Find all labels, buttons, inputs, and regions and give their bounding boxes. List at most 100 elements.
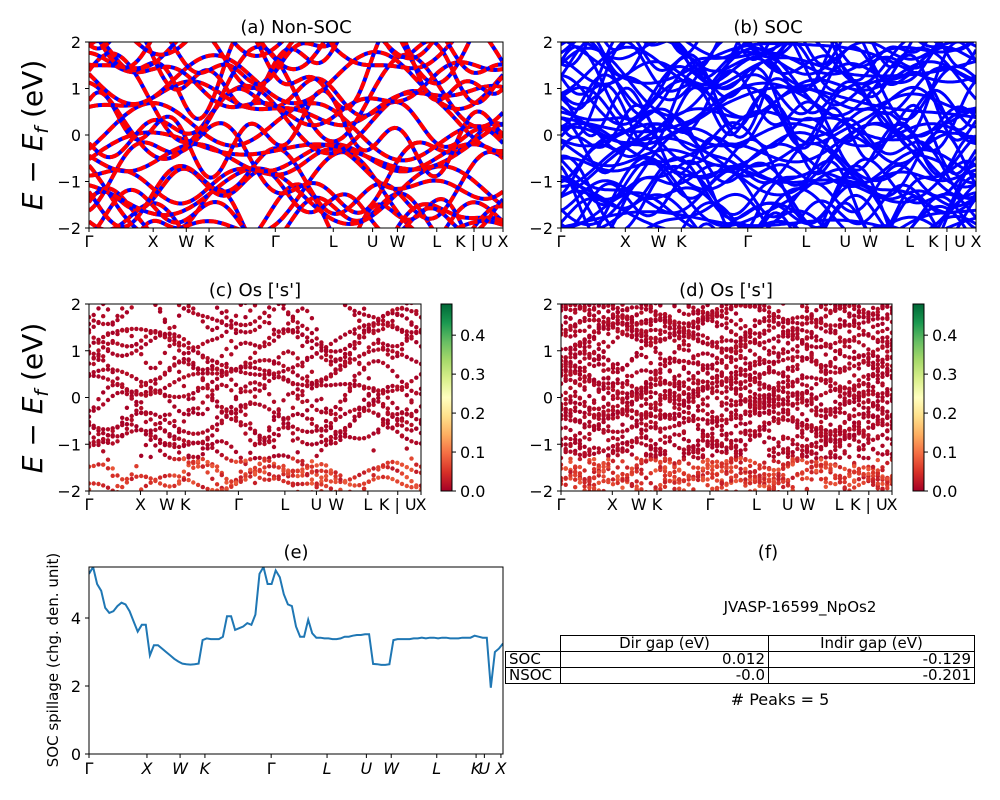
scatter-d-point [880,432,885,438]
scatter-c-point [205,359,210,365]
scatter-c-point [371,477,376,482]
scatter-d-point [814,456,819,461]
scatter-d-point [648,390,653,395]
scatter-d-point [866,425,871,430]
panel-e-xtick-label: W [383,759,400,778]
scatter-d-point [861,443,866,448]
scatter-d-point [643,413,649,418]
scatter-c-point [328,383,334,388]
scatter-d-point [856,378,862,383]
scatter-c-point [390,368,395,374]
panel-b-xtick-label: Γ [743,232,752,251]
scatter-d-point [596,426,601,432]
scatter-d-point [880,395,885,400]
scatter-d-point [653,318,658,324]
panel-a-xtick-label: W [178,232,194,251]
scatter-d-point [795,344,800,349]
scatter-c-point [300,473,305,478]
scatter-c-point [319,379,324,384]
scatter-d-point [658,299,662,303]
scatter-d-point [852,399,857,405]
scatter-d-point [889,337,892,343]
panel-b-ytick-label: 1 [543,80,553,99]
scatter-c-point [153,365,158,371]
scatter-d-point [743,356,748,361]
scatter-c-point [186,357,191,363]
scatter-d-point [804,308,810,314]
scatter-d-point [635,298,639,302]
scatter-c-point [148,433,153,439]
scatter-d-point [667,457,672,462]
scatter-d-point [705,458,710,464]
scatter-d-point [662,395,668,400]
scatter-d-point [833,437,838,442]
scatter-d-point [814,320,819,326]
scatter-d-point [823,455,828,460]
scatter-c-point [342,351,348,357]
panel-b-title: (b) SOC [733,17,802,38]
scatter-c-point [143,442,149,448]
scatter-d-point [818,408,824,413]
scatter-d-point [828,304,833,306]
scatter-c-point [205,486,210,491]
scatter-d-point [833,365,838,370]
scatter-c-point [361,436,367,441]
scatter-c-point [333,435,338,441]
scatter-d-point [677,406,682,412]
scatter-c-point [101,358,106,363]
scatter-d-point [719,350,724,355]
panel-e-xtick-label: Γ [85,759,94,778]
scatter-d-point [781,466,786,471]
band-b-19 [561,156,976,185]
scatter-c-point [305,374,310,379]
scatter-c-point [300,364,305,369]
scatter-c-point [300,392,305,398]
panel-a-xtick-label: W [390,232,406,251]
scatter-d-point [648,405,653,411]
scatter-d-point [870,402,876,407]
scatter-c-point [276,361,281,366]
scatter-c-point [120,434,125,439]
scatter-d-point [582,356,587,361]
scatter-d-point [662,412,668,417]
scatter-d-point [700,401,706,407]
scatter-d-point [639,427,644,433]
scatter-d-point [790,316,795,321]
scatter-d-point [582,422,587,427]
scatter-d-point [795,423,800,428]
scatter-c-point [172,404,177,409]
scatter-d-point [648,304,653,309]
scatter-d-point [842,466,847,472]
scatter-d-point [847,322,852,327]
scatter-d-point [691,330,696,335]
scatter-c-point [405,298,409,302]
scatter-d-point [823,313,828,319]
scatter-d-point [601,448,606,453]
scatter-d-point [658,437,663,442]
panel-d-ytick-label: 2 [543,295,553,314]
panel-b-bands [561,42,976,228]
scatter-c-point [418,344,421,349]
scatter-d-point [648,471,653,476]
scatter-d-point [795,397,800,402]
scatter-c-point [371,402,376,407]
scatter-d-point [591,334,597,340]
scatter-d-point [625,327,630,332]
scatter-c-point [153,335,158,340]
scatter-c-point [328,425,334,431]
scatter-d-point [724,488,729,491]
scatter-c-point [357,325,362,330]
scatter-d-point [747,409,753,414]
scatter-d-point [639,345,644,351]
scatter-d-point [691,361,696,366]
scatter-d-point [724,481,729,486]
scatter-c-point [371,466,376,471]
scatter-d-point [677,432,682,438]
scatter-d-point [866,376,871,382]
scatter-d-point [710,386,715,391]
scatter-d-point [781,402,786,407]
scatter-d-point [809,397,814,402]
scatter-d-point [828,493,832,497]
scatter-c-point [115,353,120,358]
scatter-d-point [700,317,706,322]
